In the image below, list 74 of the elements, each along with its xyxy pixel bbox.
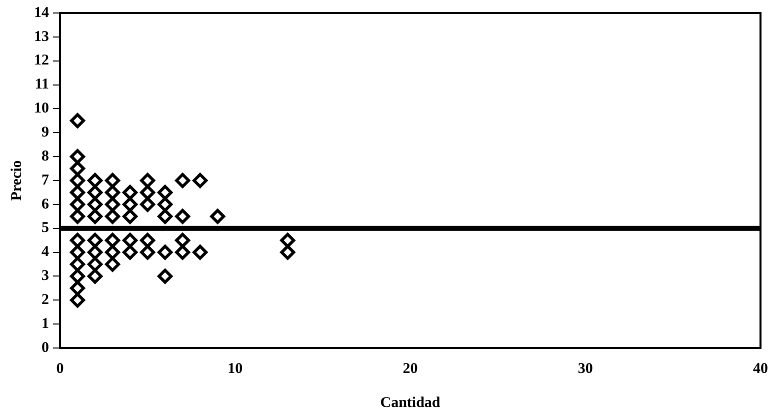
y-tick-label: 3 xyxy=(42,268,49,284)
point xyxy=(158,208,173,224)
point xyxy=(88,196,103,212)
y-tick-label: 9 xyxy=(42,124,49,141)
point xyxy=(70,268,86,284)
point xyxy=(105,232,120,248)
point xyxy=(140,173,156,188)
y-axis-title: Precio xyxy=(8,160,25,201)
x-tick-label: 0 xyxy=(56,360,64,377)
point xyxy=(175,173,190,188)
point xyxy=(70,149,86,164)
point xyxy=(70,161,86,176)
y-tick-label: 7 xyxy=(42,172,50,188)
point xyxy=(105,173,120,188)
point xyxy=(88,256,103,272)
y-tick-label: 1 xyxy=(42,316,49,332)
point xyxy=(175,232,190,248)
point xyxy=(122,208,138,224)
point xyxy=(70,184,86,200)
y-tick-label: 5 xyxy=(42,220,49,236)
point xyxy=(280,244,296,260)
y-tick-label: 2 xyxy=(42,292,49,308)
point xyxy=(122,244,138,260)
y-tick-label: 8 xyxy=(42,148,49,164)
point xyxy=(158,244,173,260)
point xyxy=(88,173,103,188)
point xyxy=(105,256,120,272)
y-tick-label: 14 xyxy=(34,4,50,21)
y-tick-label: 6 xyxy=(42,196,50,212)
point xyxy=(70,196,86,212)
point xyxy=(70,232,86,248)
y-tick-label: 0 xyxy=(42,340,49,356)
point xyxy=(140,184,156,200)
point xyxy=(158,268,173,284)
point xyxy=(88,232,103,248)
y-tick-label: 12 xyxy=(34,52,49,69)
x-tick-label: 20 xyxy=(402,360,418,377)
point xyxy=(210,208,226,224)
point xyxy=(70,113,86,128)
point xyxy=(88,184,103,200)
point xyxy=(105,208,120,224)
point xyxy=(175,208,190,224)
point xyxy=(88,208,103,224)
y-tick-label: 10 xyxy=(34,100,49,117)
x-tick-label: 40 xyxy=(753,360,768,377)
point xyxy=(88,268,103,284)
point xyxy=(280,232,296,248)
x-axis-title: Cantidad xyxy=(380,394,441,411)
point xyxy=(158,196,173,212)
point xyxy=(122,196,138,212)
point xyxy=(70,173,86,188)
y-tick-label: 4 xyxy=(42,244,50,260)
point xyxy=(70,280,86,296)
point xyxy=(70,244,86,260)
point xyxy=(158,184,173,200)
point xyxy=(192,173,208,188)
point xyxy=(70,208,86,224)
point xyxy=(140,244,156,260)
point xyxy=(140,232,156,248)
point xyxy=(105,244,120,260)
point xyxy=(105,196,120,212)
y-tick-label: 13 xyxy=(34,28,49,45)
y-tick-label: 11 xyxy=(34,76,49,93)
point xyxy=(70,292,86,308)
point xyxy=(122,184,138,200)
point xyxy=(122,232,138,248)
x-tick-label: 10 xyxy=(228,360,243,377)
point xyxy=(70,256,86,272)
point xyxy=(140,196,156,212)
point xyxy=(88,244,103,260)
x-tick-label: 30 xyxy=(578,360,593,377)
point xyxy=(192,244,208,260)
point xyxy=(175,244,190,260)
point xyxy=(105,184,120,200)
